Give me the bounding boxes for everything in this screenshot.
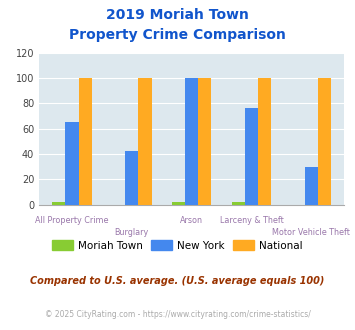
Bar (172, 202, 185, 205)
Bar (125, 151, 138, 205)
Text: Motor Vehicle Theft: Motor Vehicle Theft (273, 228, 350, 237)
Bar (138, 78, 152, 205)
Text: © 2025 CityRating.com - https://www.cityrating.com/crime-statistics/: © 2025 CityRating.com - https://www.city… (45, 310, 310, 319)
Text: Burglary: Burglary (115, 228, 149, 237)
Legend: Moriah Town, New York, National: Moriah Town, New York, National (48, 236, 307, 255)
Text: All Property Crime: All Property Crime (35, 216, 109, 225)
Text: Compared to U.S. average. (U.S. average equals 100): Compared to U.S. average. (U.S. average … (30, 276, 325, 285)
Bar (198, 78, 212, 205)
Bar (185, 78, 198, 205)
Bar (78, 78, 92, 205)
Bar (318, 78, 331, 205)
Bar (65, 122, 78, 205)
Bar (232, 202, 245, 205)
Bar (52, 202, 65, 205)
Bar (305, 167, 318, 205)
Text: Larceny & Theft: Larceny & Theft (220, 216, 283, 225)
Bar (258, 78, 271, 205)
Bar (245, 109, 258, 205)
Text: 2019 Moriah Town: 2019 Moriah Town (106, 8, 249, 22)
Text: Arson: Arson (180, 216, 203, 225)
Text: Property Crime Comparison: Property Crime Comparison (69, 28, 286, 42)
